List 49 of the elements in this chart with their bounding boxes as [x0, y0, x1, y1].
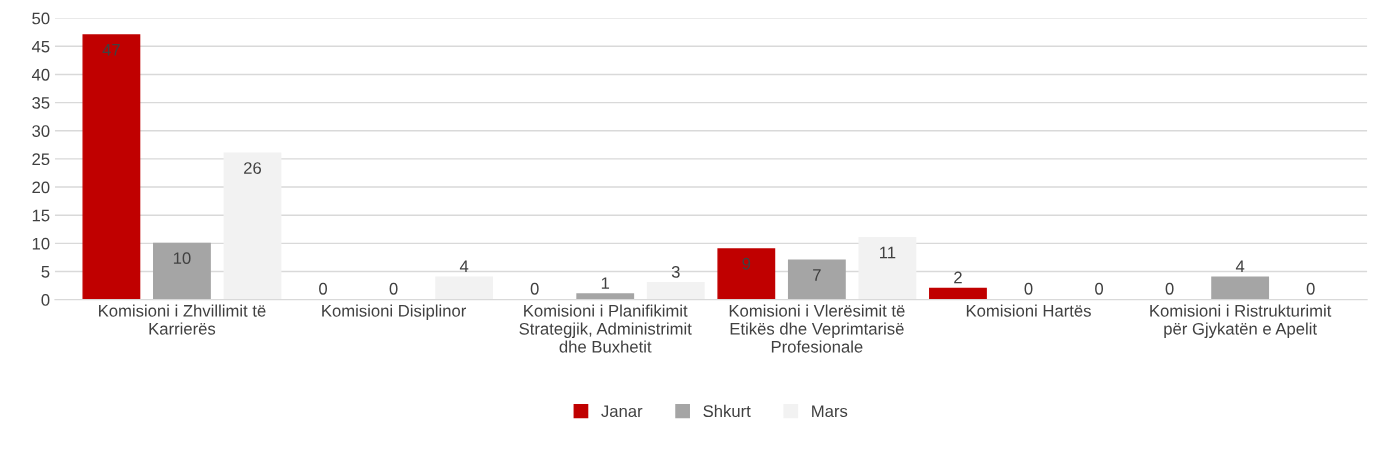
data-label: 0 — [1165, 282, 1174, 295]
x-tick-label: Komisioni i Zhvillimit të Karrierës — [99, 304, 266, 335]
y-tick-label: 5 — [41, 266, 50, 278]
bar — [787, 259, 846, 300]
data-label: 7 — [813, 269, 821, 281]
data-label: 0 — [530, 282, 539, 295]
x-tick-label: Komisioni Hartës — [966, 304, 1091, 317]
bar — [858, 237, 917, 300]
bar — [717, 248, 776, 300]
x-tick-label: Komisioni i Vlerësimit të Etikës dhe Veprimtarisë Profesionale — [729, 304, 905, 353]
y-tick-label: 40 — [31, 68, 50, 81]
y-tick-label: 20 — [32, 181, 50, 194]
data-label: 3 — [671, 265, 680, 278]
bar — [153, 242, 211, 300]
bar — [1211, 276, 1270, 300]
data-label: 10 — [173, 252, 191, 265]
data-label: 1 — [601, 277, 610, 289]
data-label: 4 — [1235, 260, 1245, 272]
x-tick-label: Komisioni i Ristrukturimit për Gjykatën e Apelit — [1150, 304, 1332, 338]
y-tick-label: 25 — [32, 153, 50, 166]
y-tick-label: 45 — [31, 40, 50, 53]
y-tick-label: 35 — [32, 97, 50, 109]
y-tick-label: 15 — [32, 209, 50, 222]
y-tick-label: 0 — [41, 294, 50, 306]
data-label: 2 — [954, 271, 962, 284]
legend-label: Shkurt — [703, 404, 751, 418]
data-label: 0 — [389, 282, 398, 295]
data-label: 11 — [880, 246, 896, 259]
bar — [576, 293, 635, 300]
data-label: 0 — [1024, 282, 1033, 295]
legend-label: Janar — [601, 405, 643, 418]
data-label: 47 — [102, 44, 120, 56]
data-label: 9 — [742, 257, 751, 270]
data-label: 0 — [1306, 282, 1315, 295]
x-tick-label: Komisioni i Planifikimit Strategjik, Administrimit dhe Buxhetit — [519, 304, 692, 353]
data-label: 4 — [459, 260, 469, 272]
data-label: 0 — [1095, 282, 1104, 295]
bar — [646, 282, 705, 300]
x-tick-label: Komisioni Disiplinor — [322, 304, 467, 321]
y-tick-label: 50 — [32, 12, 50, 25]
y-tick-label: 10 — [32, 237, 50, 250]
legend-label: Mars — [812, 405, 848, 418]
data-label: 0 — [319, 282, 328, 295]
y-tick-label: 30 — [32, 125, 50, 137]
bar — [435, 276, 494, 300]
bar — [223, 152, 282, 300]
bar — [82, 34, 141, 300]
bar — [929, 287, 987, 300]
data-label: 26 — [244, 162, 262, 174]
